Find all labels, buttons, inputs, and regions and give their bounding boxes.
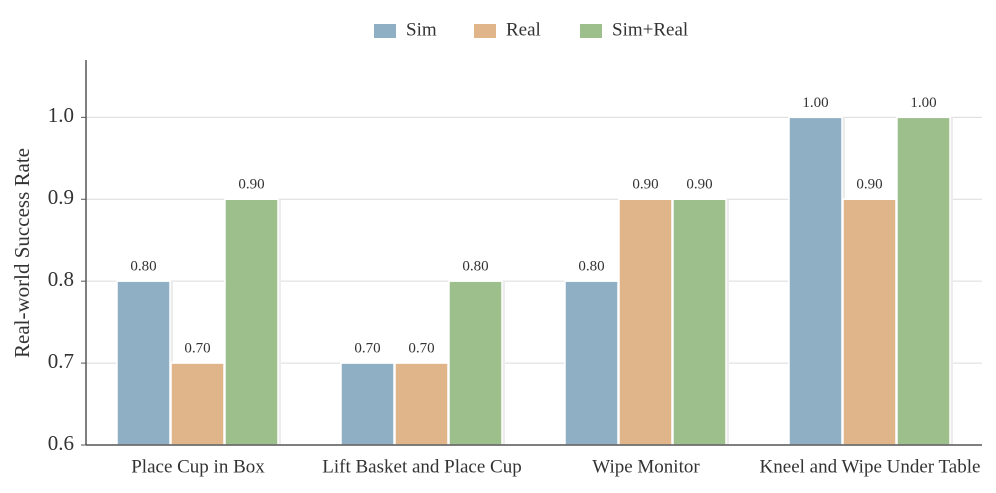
value-label: 0.80 (130, 259, 156, 275)
bar (340, 362, 395, 446)
value-label: 0.90 (632, 177, 658, 193)
bar (116, 280, 171, 446)
bar-shadow (502, 281, 505, 445)
x-tick-label: Kneel and Wipe Under Table (760, 456, 981, 477)
value-label: 0.90 (238, 177, 264, 193)
x-tick-label: Wipe Monitor (592, 456, 700, 477)
bar (224, 198, 279, 446)
bar (564, 280, 619, 446)
bar (672, 198, 727, 446)
legend-swatch (580, 24, 602, 38)
bar (788, 116, 843, 446)
legend-swatch (474, 24, 496, 38)
bar-shadow (278, 199, 281, 445)
bar (448, 280, 503, 446)
value-label: 0.70 (354, 341, 380, 357)
bar-shadow (950, 117, 953, 445)
legend-label: Sim+Real (612, 19, 688, 40)
legend-swatch (374, 24, 396, 38)
x-tick-label: Place Cup in Box (131, 456, 265, 477)
value-label: 0.90 (856, 177, 882, 193)
legend-label: Real (506, 19, 541, 40)
value-label: 0.80 (462, 259, 488, 275)
value-label: 1.00 (910, 95, 936, 111)
value-label: 0.90 (686, 177, 712, 193)
bar (618, 198, 673, 446)
y-axis-label: Real-world Success Rate (10, 148, 34, 358)
bar (842, 198, 897, 446)
value-label: 0.70 (408, 341, 434, 357)
bar (896, 116, 951, 446)
y-tick-label: 1.0 (48, 103, 74, 127)
bar (170, 362, 225, 446)
value-label: 0.80 (578, 259, 604, 275)
value-label: 1.00 (802, 95, 828, 111)
bar (394, 362, 449, 446)
y-tick-label: 0.7 (48, 349, 74, 373)
y-tick-label: 0.6 (48, 431, 74, 455)
bar-shadow (726, 199, 729, 445)
value-label: 0.70 (184, 341, 210, 357)
y-tick-label: 0.9 (48, 185, 74, 209)
x-tick-label: Lift Basket and Place Cup (322, 456, 521, 477)
legend-label: Sim (406, 19, 437, 40)
y-tick-label: 0.8 (48, 267, 74, 291)
